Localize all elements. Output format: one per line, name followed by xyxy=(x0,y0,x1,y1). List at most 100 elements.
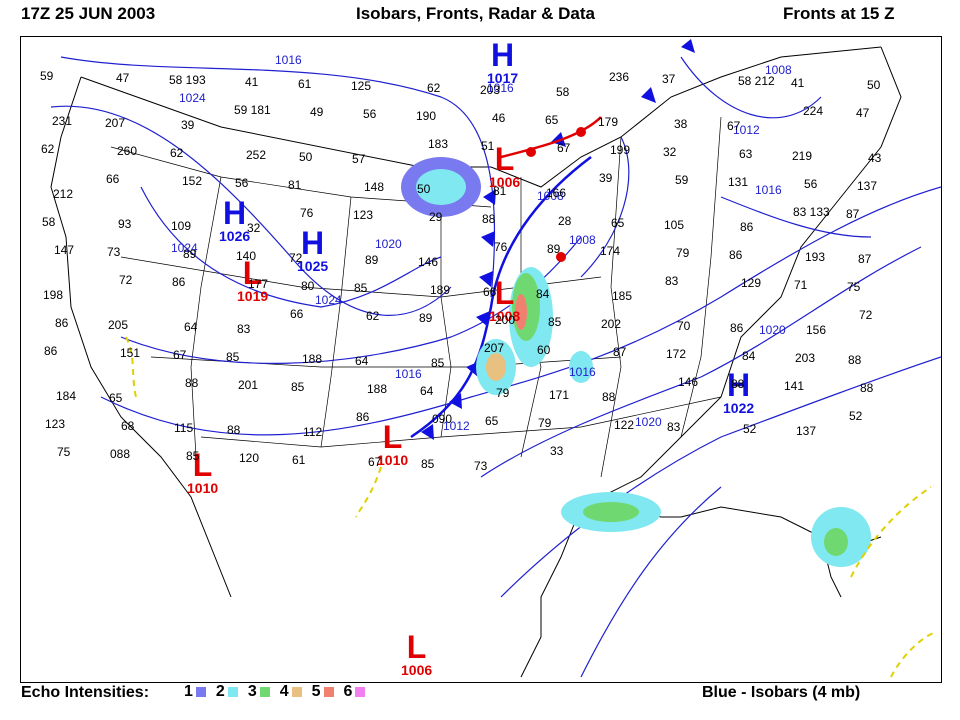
station-obs-value: 89 xyxy=(183,247,197,261)
station-obs-value: 59 181 xyxy=(234,103,271,117)
station-obs-value: 123 xyxy=(45,417,66,431)
station-obs-value: 67 xyxy=(173,348,187,362)
station-obs-value: 47 xyxy=(116,71,130,85)
station-obs-value: 188 xyxy=(302,352,323,366)
station-obs-value: 39 xyxy=(181,118,195,132)
station-obs-value: 67 xyxy=(368,455,382,469)
station-obs-value: 088 xyxy=(110,447,131,461)
station-obs-value: 85 xyxy=(421,457,435,471)
station-obs-value: 83 xyxy=(667,420,681,434)
station-obs-value: 184 xyxy=(56,389,77,403)
low-letter: L xyxy=(192,447,213,483)
header-timestamp: 17Z 25 JUN 2003 xyxy=(21,4,156,23)
low-pressure-value: 1006 xyxy=(401,662,433,678)
station-obs-value: 41 xyxy=(245,75,259,89)
high-pressure-value: 1025 xyxy=(297,258,329,274)
station-obs-value: 189 xyxy=(430,283,451,297)
station-obs-value: 81 xyxy=(493,184,507,198)
station-obs-value: 122 xyxy=(614,418,635,432)
station-obs-value: 86 xyxy=(740,220,754,234)
station-obs-value: 146 xyxy=(418,255,439,269)
isobar-label: 1024 xyxy=(315,293,342,307)
station-obs-value: 63 xyxy=(739,147,753,161)
station-obs-value: 183 xyxy=(428,137,449,151)
station-obs-value: 58 193 xyxy=(169,73,206,87)
isobar-label: 1008 xyxy=(537,189,564,203)
legend-swatch xyxy=(227,687,238,697)
station-obs-value: 50 xyxy=(417,182,431,196)
station-obs-value: 151 xyxy=(120,346,141,360)
station-obs-value: 76 xyxy=(494,240,508,254)
station-obs-value: 66 xyxy=(290,307,304,321)
station-obs-value: 58 xyxy=(556,85,570,99)
isobar-label: 1020 xyxy=(375,237,402,251)
station-obs-value: 52 xyxy=(743,422,757,436)
isobar-label: 1016 xyxy=(569,365,596,379)
station-obs-value: 51 xyxy=(481,139,495,153)
station-obs-value: 83 xyxy=(237,322,251,336)
high-pressure-center: H 1022 xyxy=(723,369,754,415)
station-obs-value: 66 xyxy=(106,172,120,186)
station-obs-value: 219 xyxy=(792,149,813,163)
station-obs-value: 37 xyxy=(662,72,676,86)
station-obs-value: 65 xyxy=(611,216,625,230)
low-pressure-center: L 1010 xyxy=(187,449,218,495)
low-pressure-center: L 1010 xyxy=(377,421,408,467)
station-obs-value: 41 xyxy=(791,76,805,90)
station-obs-value: 61 xyxy=(298,77,312,91)
station-obs-value: 72 xyxy=(119,273,133,287)
isobar-label: 1008 xyxy=(765,63,792,77)
station-obs-value: 62 xyxy=(170,146,184,160)
station-obs-value: 32 xyxy=(663,145,677,159)
station-obs-value: 88 xyxy=(482,212,496,226)
legend-item: 5 xyxy=(312,683,334,701)
station-obs-value: 172 xyxy=(666,347,687,361)
low-pressure-center: L 1006 xyxy=(401,631,432,677)
station-obs-value: 85 xyxy=(226,350,240,364)
station-obs-value: 88 xyxy=(602,390,616,404)
high-pressure-center: H 1017 xyxy=(487,39,518,85)
low-letter: L xyxy=(494,141,515,177)
low-pressure-value: 1010 xyxy=(377,452,409,468)
station-obs-value: 56 xyxy=(804,177,818,191)
station-obs-value: 105 xyxy=(664,218,685,232)
high-pressure-center: H 1026 xyxy=(219,197,250,243)
station-obs-value: 120 xyxy=(239,451,260,465)
station-obs-value: 252 xyxy=(246,148,267,162)
station-obs-value: 65 xyxy=(109,391,123,405)
station-obs-value: 236 xyxy=(609,70,630,84)
station-obs-value: 260 xyxy=(117,144,138,158)
high-pressure-value: 1017 xyxy=(487,70,519,86)
isobar-label: 1016 xyxy=(487,81,514,95)
station-obs-value: 86 xyxy=(55,316,69,330)
station-obs-value: 212 xyxy=(53,187,74,201)
low-pressure-center: L 1019 xyxy=(237,257,268,303)
isobar-label: 1024 xyxy=(171,241,198,255)
isobar-label: 1016 xyxy=(755,183,782,197)
low-pressure-value: 1010 xyxy=(187,480,219,496)
legend-item: 3 xyxy=(248,683,270,701)
station-obs-value: 64 xyxy=(184,320,198,334)
station-obs-value: 47 xyxy=(856,106,870,120)
station-obs-value: 188 xyxy=(367,382,388,396)
station-obs-value: 38 xyxy=(674,117,688,131)
isobar-label: 1016 xyxy=(275,53,302,67)
station-obs-value: 88 xyxy=(848,353,862,367)
station-obs-value: 79 xyxy=(496,386,510,400)
station-obs-value: 203 xyxy=(480,83,501,97)
station-obs-value: 88 xyxy=(731,377,745,391)
station-obs-value: 85 xyxy=(186,449,200,463)
station-obs-value: 199 xyxy=(610,143,631,157)
legend-item: 4 xyxy=(280,683,302,701)
isobar-label: 1020 xyxy=(635,415,662,429)
station-obs-value: 224 xyxy=(803,104,824,118)
station-obs-value: 79 xyxy=(676,246,690,260)
low-pressure-value: 1008 xyxy=(489,308,521,324)
station-obs-value: 75 xyxy=(57,445,71,459)
station-obs-value: 86 xyxy=(356,410,370,424)
station-obs-value: 62 xyxy=(366,309,380,323)
high-letter: H xyxy=(727,367,751,403)
isobar-legend: Blue - Isobars (4 mb) xyxy=(702,684,861,701)
station-obs-value: 29 xyxy=(429,210,443,224)
station-obs-value: 79 xyxy=(538,416,552,430)
